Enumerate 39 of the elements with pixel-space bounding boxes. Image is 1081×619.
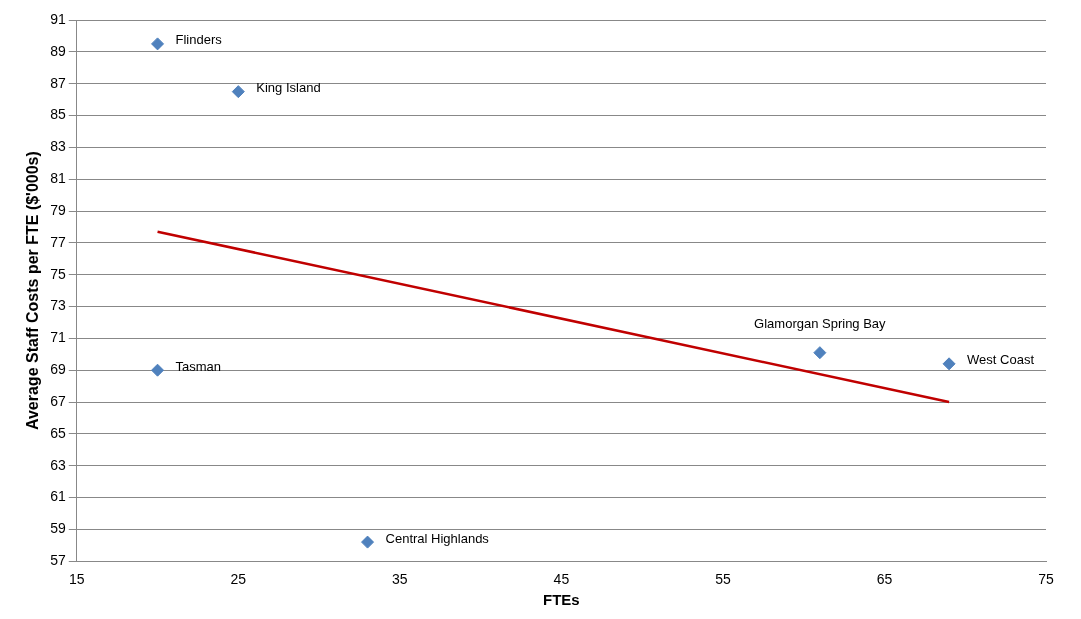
annotation: Central Highlands bbox=[385, 530, 490, 546]
y-tick-label: 85 bbox=[50, 106, 66, 123]
y-tick-label: 61 bbox=[50, 488, 66, 505]
y-tick-label: 63 bbox=[50, 456, 66, 473]
annotation: West Coast bbox=[967, 352, 1035, 368]
y-tick-label: 81 bbox=[50, 170, 66, 187]
y-tick-label: 75 bbox=[50, 265, 66, 282]
x-tick-label: 25 bbox=[230, 571, 247, 588]
y-tick-label: 89 bbox=[50, 42, 66, 59]
x-tick-label: 55 bbox=[715, 571, 731, 588]
annotation: Glamorgan Spring Bay bbox=[754, 316, 887, 332]
point bbox=[231, 85, 245, 99]
x-tick-label: 65 bbox=[876, 571, 893, 588]
point bbox=[361, 535, 375, 549]
x-tick-label: 35 bbox=[392, 571, 408, 588]
y-tick-label: 57 bbox=[50, 552, 66, 569]
x-tick-label: 75 bbox=[1038, 571, 1054, 588]
y-tick-label: 83 bbox=[50, 138, 66, 155]
y-tick-label: 59 bbox=[50, 520, 66, 537]
point bbox=[813, 346, 827, 360]
x-axis-title: FTEs bbox=[543, 591, 580, 609]
point bbox=[942, 357, 956, 371]
y-tick-label: 79 bbox=[50, 201, 66, 218]
y-tick-label: 65 bbox=[50, 424, 66, 441]
annotation: Flinders bbox=[175, 32, 223, 48]
y-tick-label: 71 bbox=[50, 329, 66, 346]
x-tick-label: 45 bbox=[553, 571, 570, 588]
y-tick-label: 91 bbox=[50, 10, 66, 27]
point bbox=[151, 37, 165, 51]
y-tick-label: 77 bbox=[50, 233, 66, 250]
y-tick-label: 69 bbox=[50, 361, 66, 378]
y-tick-label: 67 bbox=[50, 392, 66, 409]
x-tick-label: 15 bbox=[68, 571, 85, 588]
annotation: Tasman bbox=[175, 358, 222, 374]
y-axis-title: Average Staff Costs per FTE ($'000s) bbox=[24, 151, 42, 431]
point bbox=[151, 363, 165, 377]
annotation: King Island bbox=[256, 80, 321, 96]
y-tick-label: 73 bbox=[50, 297, 66, 314]
y-tick-label: 87 bbox=[50, 74, 66, 91]
